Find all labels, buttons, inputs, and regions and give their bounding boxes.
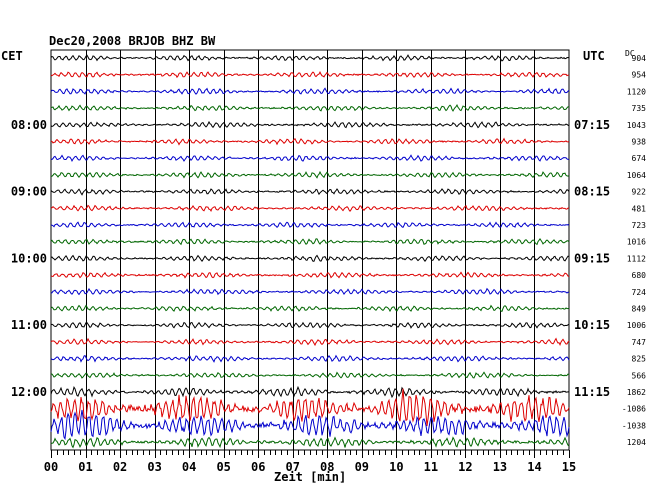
seismic-trace [50,254,570,263]
dc-offset-label: 904 [632,54,647,63]
dc-offset-label: 1006 [627,321,646,330]
dc-offset-label: 922 [632,188,647,197]
dc-offset-label: 747 [632,338,647,347]
dc-offset-label: 954 [632,71,647,80]
x-tick-label: 02 [113,460,127,474]
seismic-trace [50,321,570,329]
utc-time-label: 10:15 [574,318,610,332]
dc-offset-label: 566 [632,371,647,380]
seismic-trace [50,120,570,129]
seismic-trace [50,354,570,363]
seismic-trace [51,170,570,179]
timezone-right-label: UTC [583,49,605,63]
seismic-trace [50,337,570,347]
seismic-trace [50,204,570,213]
dc-offset-label: 724 [632,288,647,297]
seismic-trace [50,388,570,427]
seismic-trace [50,304,570,313]
cet-time-label: 10:00 [11,251,47,265]
x-tick-label: 01 [78,460,92,474]
seismic-trace [50,154,570,163]
utc-time-label: 11:15 [574,385,610,399]
seismic-trace [50,87,570,95]
cet-time-label: 08:00 [11,118,47,132]
x-tick-label: 14 [527,460,541,474]
utc-time-label: 08:15 [574,185,610,199]
x-tick-label: 12 [458,460,472,474]
x-tick-label: 08 [320,460,334,474]
cet-time-label: 11:00 [11,318,47,332]
plot-frame [50,49,570,451]
dc-offset-label: 825 [632,355,647,364]
dc-offset-label: 674 [632,154,647,163]
dc-offset-label: 1204 [627,438,646,447]
cet-time-label: 12:00 [11,385,47,399]
dc-offset-label: 1120 [627,87,646,96]
dc-offset-label: 481 [632,204,647,213]
x-tick-label: 00 [44,460,58,474]
seismic-trace [50,188,570,196]
x-tick-label: 05 [216,460,230,474]
timezone-left-label: CET [1,49,23,63]
dc-offset-label: 938 [632,138,647,147]
dc-offset-label: 1112 [627,254,646,263]
dc-offset-label: -1086 [622,405,646,414]
dc-offset-label: 735 [632,104,647,113]
x-tick-label: 06 [251,460,265,474]
seismic-trace [50,70,570,79]
seismic-trace [50,221,570,229]
x-axis-label: Zeit [min] [274,470,347,484]
x-tick-label: 11 [424,460,438,474]
dc-column-header: DC [625,49,635,58]
x-tick-label: 10 [389,460,403,474]
dc-offset-label: 680 [632,271,647,280]
dc-offset-label: 723 [632,221,647,230]
dc-offset-label: -1038 [622,421,646,430]
cet-time-label: 09:00 [11,185,47,199]
dc-offset-label: 1043 [627,121,646,130]
seismic-trace [50,137,570,146]
seismic-trace [50,371,570,379]
seismic-trace [50,287,570,296]
seismic-trace [50,238,570,246]
x-tick-label: 07 [286,460,300,474]
seismic-trace [50,436,570,449]
seismic-trace [50,104,570,112]
chart-title: Dec20,2008 BRJOB BHZ BW [49,34,216,48]
x-tick-label: 09 [355,460,369,474]
x-tick-label: 04 [182,460,196,474]
seismic-trace [50,271,570,279]
seismic-trace [50,385,570,399]
x-tick-label: 13 [493,460,507,474]
dc-offset-label: 1016 [627,238,646,247]
seismic-trace [50,409,570,441]
dc-offset-label: 849 [632,305,647,314]
dc-offset-label: 1862 [627,388,646,397]
x-tick-label: 03 [147,460,161,474]
utc-time-label: 07:15 [574,118,610,132]
x-tick-label: 15 [562,460,576,474]
utc-time-label: 09:15 [574,251,610,265]
seismic-trace [50,54,570,62]
dc-offset-label: 1064 [627,171,646,180]
